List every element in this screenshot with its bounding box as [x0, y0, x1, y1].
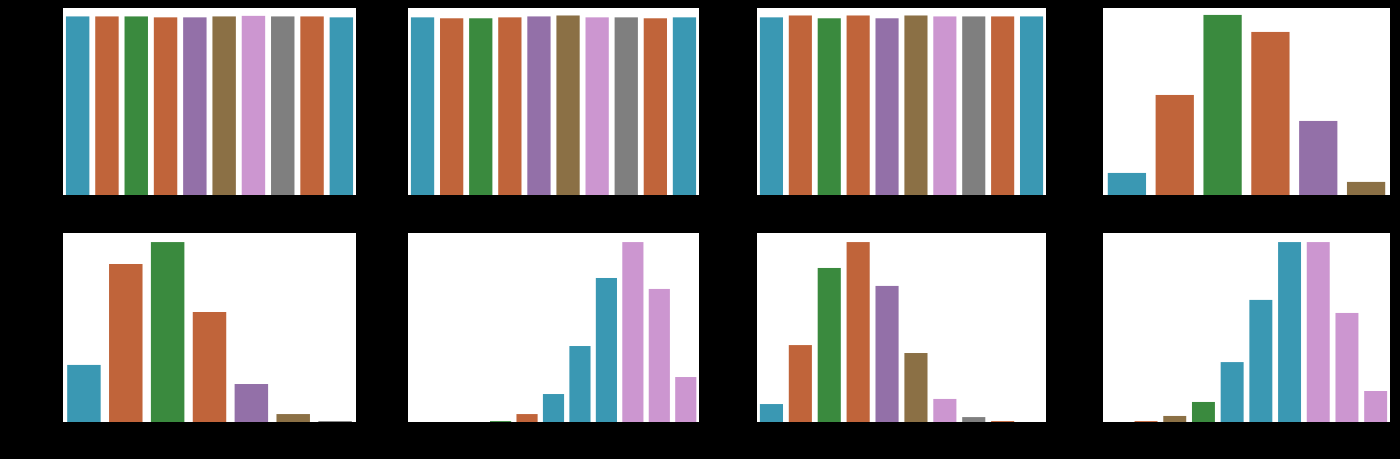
bar	[1364, 391, 1388, 422]
bar	[904, 15, 928, 196]
bar	[516, 414, 538, 422]
bar	[643, 18, 667, 195]
bar	[527, 16, 551, 195]
bar	[150, 242, 185, 422]
bar	[1019, 16, 1044, 195]
bar	[846, 15, 870, 196]
bar	[1278, 242, 1302, 422]
bar	[318, 421, 352, 422]
bar	[276, 414, 310, 422]
bar	[440, 18, 464, 195]
bar	[569, 346, 591, 422]
bar	[67, 364, 101, 422]
bar	[109, 263, 143, 422]
bar	[1220, 362, 1244, 422]
bar	[498, 17, 522, 195]
bar	[962, 417, 986, 422]
bar	[672, 17, 697, 195]
bar	[490, 421, 512, 422]
bar	[933, 16, 957, 195]
bar	[875, 18, 899, 195]
bar	[183, 17, 207, 195]
bar	[124, 16, 148, 195]
bar	[1163, 415, 1187, 422]
bar	[933, 398, 957, 422]
bar	[962, 16, 986, 195]
bar	[595, 277, 617, 422]
bar	[991, 16, 1015, 195]
bar	[788, 345, 812, 422]
bar	[788, 15, 812, 196]
bar	[1203, 14, 1242, 195]
bar	[585, 17, 609, 195]
bar	[212, 16, 236, 195]
bar	[1335, 312, 1359, 422]
bar	[542, 394, 565, 422]
bar	[904, 353, 928, 422]
bar	[648, 288, 670, 422]
plot-area	[1103, 8, 1390, 195]
bar	[234, 384, 269, 422]
bar	[469, 18, 493, 195]
bar	[329, 17, 354, 195]
bar	[759, 17, 784, 195]
bar	[1107, 172, 1147, 195]
bar	[622, 242, 644, 422]
bar	[1249, 299, 1273, 422]
bar	[1134, 421, 1158, 422]
bar	[153, 17, 178, 195]
bar	[192, 312, 227, 422]
bar	[556, 15, 580, 196]
bar	[875, 285, 899, 422]
bar	[1191, 401, 1215, 422]
bar	[1299, 120, 1338, 195]
bar	[1155, 94, 1194, 195]
bar	[410, 17, 435, 195]
bar	[95, 16, 119, 195]
bar	[675, 377, 697, 422]
bar	[1346, 181, 1386, 195]
bar	[614, 17, 638, 195]
bar	[1251, 31, 1290, 195]
bar	[817, 18, 841, 195]
bar	[1306, 242, 1330, 422]
bar	[65, 16, 90, 195]
bar	[271, 16, 295, 195]
bar	[991, 421, 1015, 422]
bar	[300, 16, 324, 195]
bar	[241, 15, 266, 195]
bar	[817, 267, 841, 422]
bar	[846, 242, 870, 422]
bar	[759, 404, 784, 422]
